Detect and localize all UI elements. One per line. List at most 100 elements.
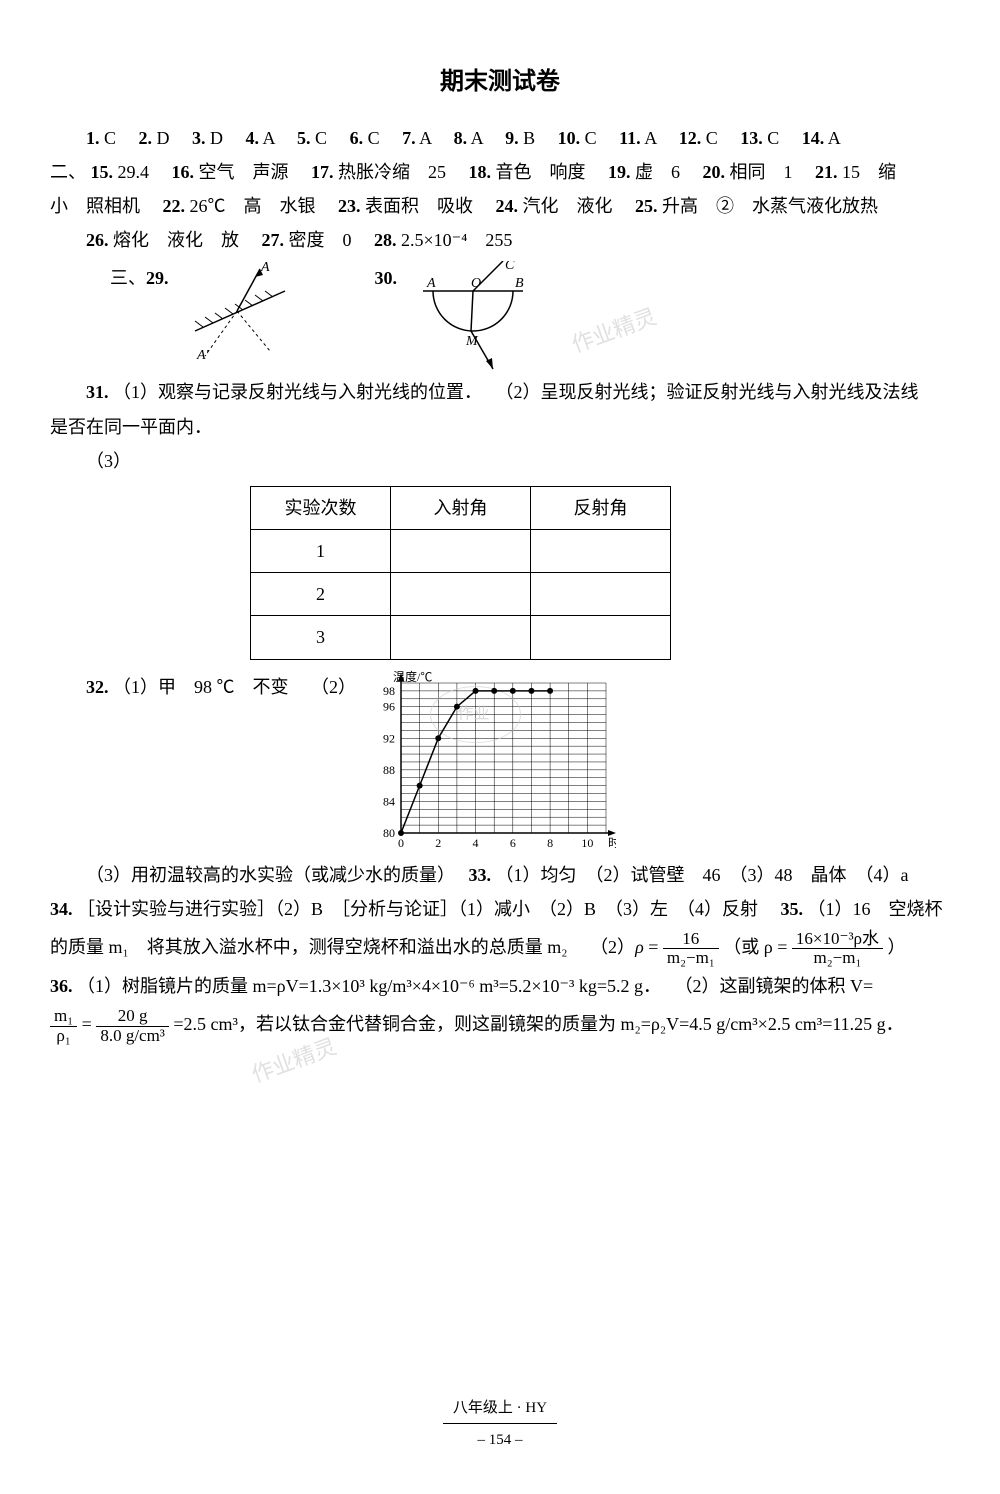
td	[391, 530, 531, 573]
q5-a: C	[315, 128, 327, 148]
q11-n: 11.	[619, 128, 641, 148]
q16-n: 16.	[172, 162, 195, 182]
diag30-label-c: C	[505, 261, 515, 273]
q35-frac1: 16 m₂−m₁	[663, 930, 719, 968]
svg-text:6: 6	[510, 836, 516, 850]
svg-text:8: 8	[547, 836, 553, 850]
q1-a: C	[104, 128, 116, 148]
q21-n: 21.	[815, 162, 838, 182]
diag30-label-m: M	[465, 334, 479, 349]
q36-n: 36.	[50, 976, 73, 996]
td	[391, 573, 531, 616]
q31-p1: （1）观察与记录反射光线与入射光线的位置．	[113, 382, 473, 402]
q32-p1: （1）甲 98 ℃ 不变	[113, 677, 289, 697]
q19-a: 虚 6	[635, 162, 680, 182]
td	[531, 616, 671, 659]
q27-a: 密度 0	[289, 230, 352, 250]
section3-label: 三、	[110, 268, 146, 288]
q32-n: 32.	[86, 677, 109, 697]
q34-a: ［设计实验与进行实验］（2）B ［分析与论证］（1）减小 （2）B （3）左 （…	[77, 899, 758, 919]
diag30-label-a: A	[426, 276, 436, 291]
q9-a: B	[523, 128, 535, 148]
q10-n: 10.	[558, 128, 581, 148]
section1-answers: 1. C 2. D 3. D 4. A 5. C 6. C 7. A 8. A …	[50, 121, 950, 155]
q23-a: 表面积 吸收	[365, 196, 473, 216]
q16-a: 空气 声源	[199, 162, 289, 182]
svg-text:96: 96	[383, 699, 395, 713]
chart-32: 0246810808488929698时间/min温度/℃作业	[356, 668, 616, 858]
diag30-label-b: B	[515, 276, 524, 291]
td	[531, 530, 671, 573]
footer-grade: 八年级上 · HY	[443, 1394, 557, 1424]
q25-n: 25.	[635, 196, 658, 216]
q31-p2: （2）呈现反射光线；验证反射光线与入射光线及法线	[496, 382, 919, 402]
q19-n: 19.	[608, 162, 631, 182]
diag29-label-a: A	[260, 261, 270, 275]
q36-p2: （2）这副镜架的体积 V=	[675, 976, 874, 996]
q24-n: 24.	[496, 196, 519, 216]
q36-frac1: m₁ ρ₁	[50, 1007, 77, 1045]
q3-a: D	[210, 128, 223, 148]
q35-line2: 的质量 m₁ 将其放入溢水杯中，测得空烧杯和溢出水的总质量 m₂ （2）ρ = …	[50, 926, 950, 969]
q3-n: 3.	[192, 128, 206, 148]
q2-a: D	[157, 128, 170, 148]
q5-n: 5.	[297, 128, 311, 148]
svg-text:0: 0	[398, 836, 404, 850]
q31-line1: 31. （1）观察与记录反射光线与入射光线的位置． （2）呈现反射光线；验证反射…	[50, 375, 950, 409]
svg-text:4: 4	[473, 836, 479, 850]
q29-n: 29.	[146, 268, 169, 288]
td	[531, 573, 671, 616]
footer-page: – 154 –	[0, 1426, 1000, 1455]
q25-a: 升高 ② 水蒸气液化放热	[662, 196, 878, 216]
q24-a: 汽化 液化	[523, 196, 613, 216]
q13-a: C	[767, 128, 779, 148]
svg-text:92: 92	[383, 731, 395, 745]
q22-n: 22.	[163, 196, 186, 216]
q21b: 小 照相机	[50, 196, 140, 216]
svg-text:98: 98	[383, 684, 395, 698]
diagram-30: A O B C M	[403, 261, 543, 371]
q11-a: A	[644, 128, 656, 148]
q18-n: 18.	[469, 162, 492, 182]
diagram-29: A A'	[175, 261, 315, 361]
q4-a: A	[263, 128, 275, 148]
table-row: 2	[251, 573, 671, 616]
svg-text:时间/min: 时间/min	[608, 836, 616, 850]
q31-table: 实验次数 入射角 反射角 1 2 3	[250, 486, 671, 660]
q17-a: 热胀冷缩 25	[338, 162, 446, 182]
q8-n: 8.	[454, 128, 468, 148]
q36-frac1-num: m₁	[50, 1007, 77, 1027]
q31-p3: （3）	[50, 444, 950, 478]
q33-a: （1）均匀 （2）试管壁 46 （3）48 晶体 （4）a	[496, 865, 909, 885]
q32-q33-line: （3）用初温较高的水实验（或减少水的质量） 33. （1）均匀 （2）试管壁 4…	[50, 858, 950, 892]
q17-n: 17.	[311, 162, 334, 182]
q6-n: 6.	[350, 128, 364, 148]
table-row: 3	[251, 616, 671, 659]
q32-row: 32. （1）甲 98 ℃ 不变 （2） 0246810808488929698…	[50, 668, 950, 858]
section2-line2: 小 照相机 22. 26℃ 高 水银 23. 表面积 吸收 24. 汽化 液化 …	[50, 189, 950, 223]
svg-text:温度/℃: 温度/℃	[393, 669, 432, 684]
page-footer: 八年级上 · HY – 154 –	[0, 1394, 1000, 1454]
table-row: 1	[251, 530, 671, 573]
q6-a: C	[368, 128, 380, 148]
td: 3	[251, 616, 391, 659]
q18-a: 音色 响度	[496, 162, 586, 182]
q36-frac1-den: ρ₁	[50, 1027, 77, 1046]
q30-n: 30.	[375, 261, 398, 295]
svg-text:84: 84	[383, 794, 395, 808]
q14-a: A	[828, 128, 841, 148]
q36-line1: 36. （1）树脂镜片的质量 m=ρV=1.3×10³ kg/m³×4×10⁻⁶…	[50, 969, 950, 1003]
q36-p1: （1）树脂镜片的质量 m=ρV=1.3×10³ kg/m³×4×10⁻⁶ m³=…	[77, 976, 652, 996]
q35-frac1-num: 16	[663, 930, 719, 950]
q36-p3: =2.5 cm³，若以钛合金代替铜合金，则这副镜架的质量为 m₂=ρ₂V=4.5…	[173, 1014, 903, 1034]
th-col2: 入射角	[391, 486, 531, 529]
q34-n: 34.	[50, 899, 73, 919]
q35-end: ）	[888, 937, 906, 957]
q4-n: 4.	[246, 128, 260, 148]
q35-mid: （或 ρ =	[723, 937, 787, 957]
q15-a: 29.4	[118, 162, 150, 182]
diag29-label-ap: A'	[196, 348, 210, 361]
th-col3: 反射角	[531, 486, 671, 529]
q34-q35-line: 34. ［设计实验与进行实验］（2）B ［分析与论证］（1）减小 （2）B （3…	[50, 892, 950, 926]
q33-n: 33.	[469, 865, 492, 885]
